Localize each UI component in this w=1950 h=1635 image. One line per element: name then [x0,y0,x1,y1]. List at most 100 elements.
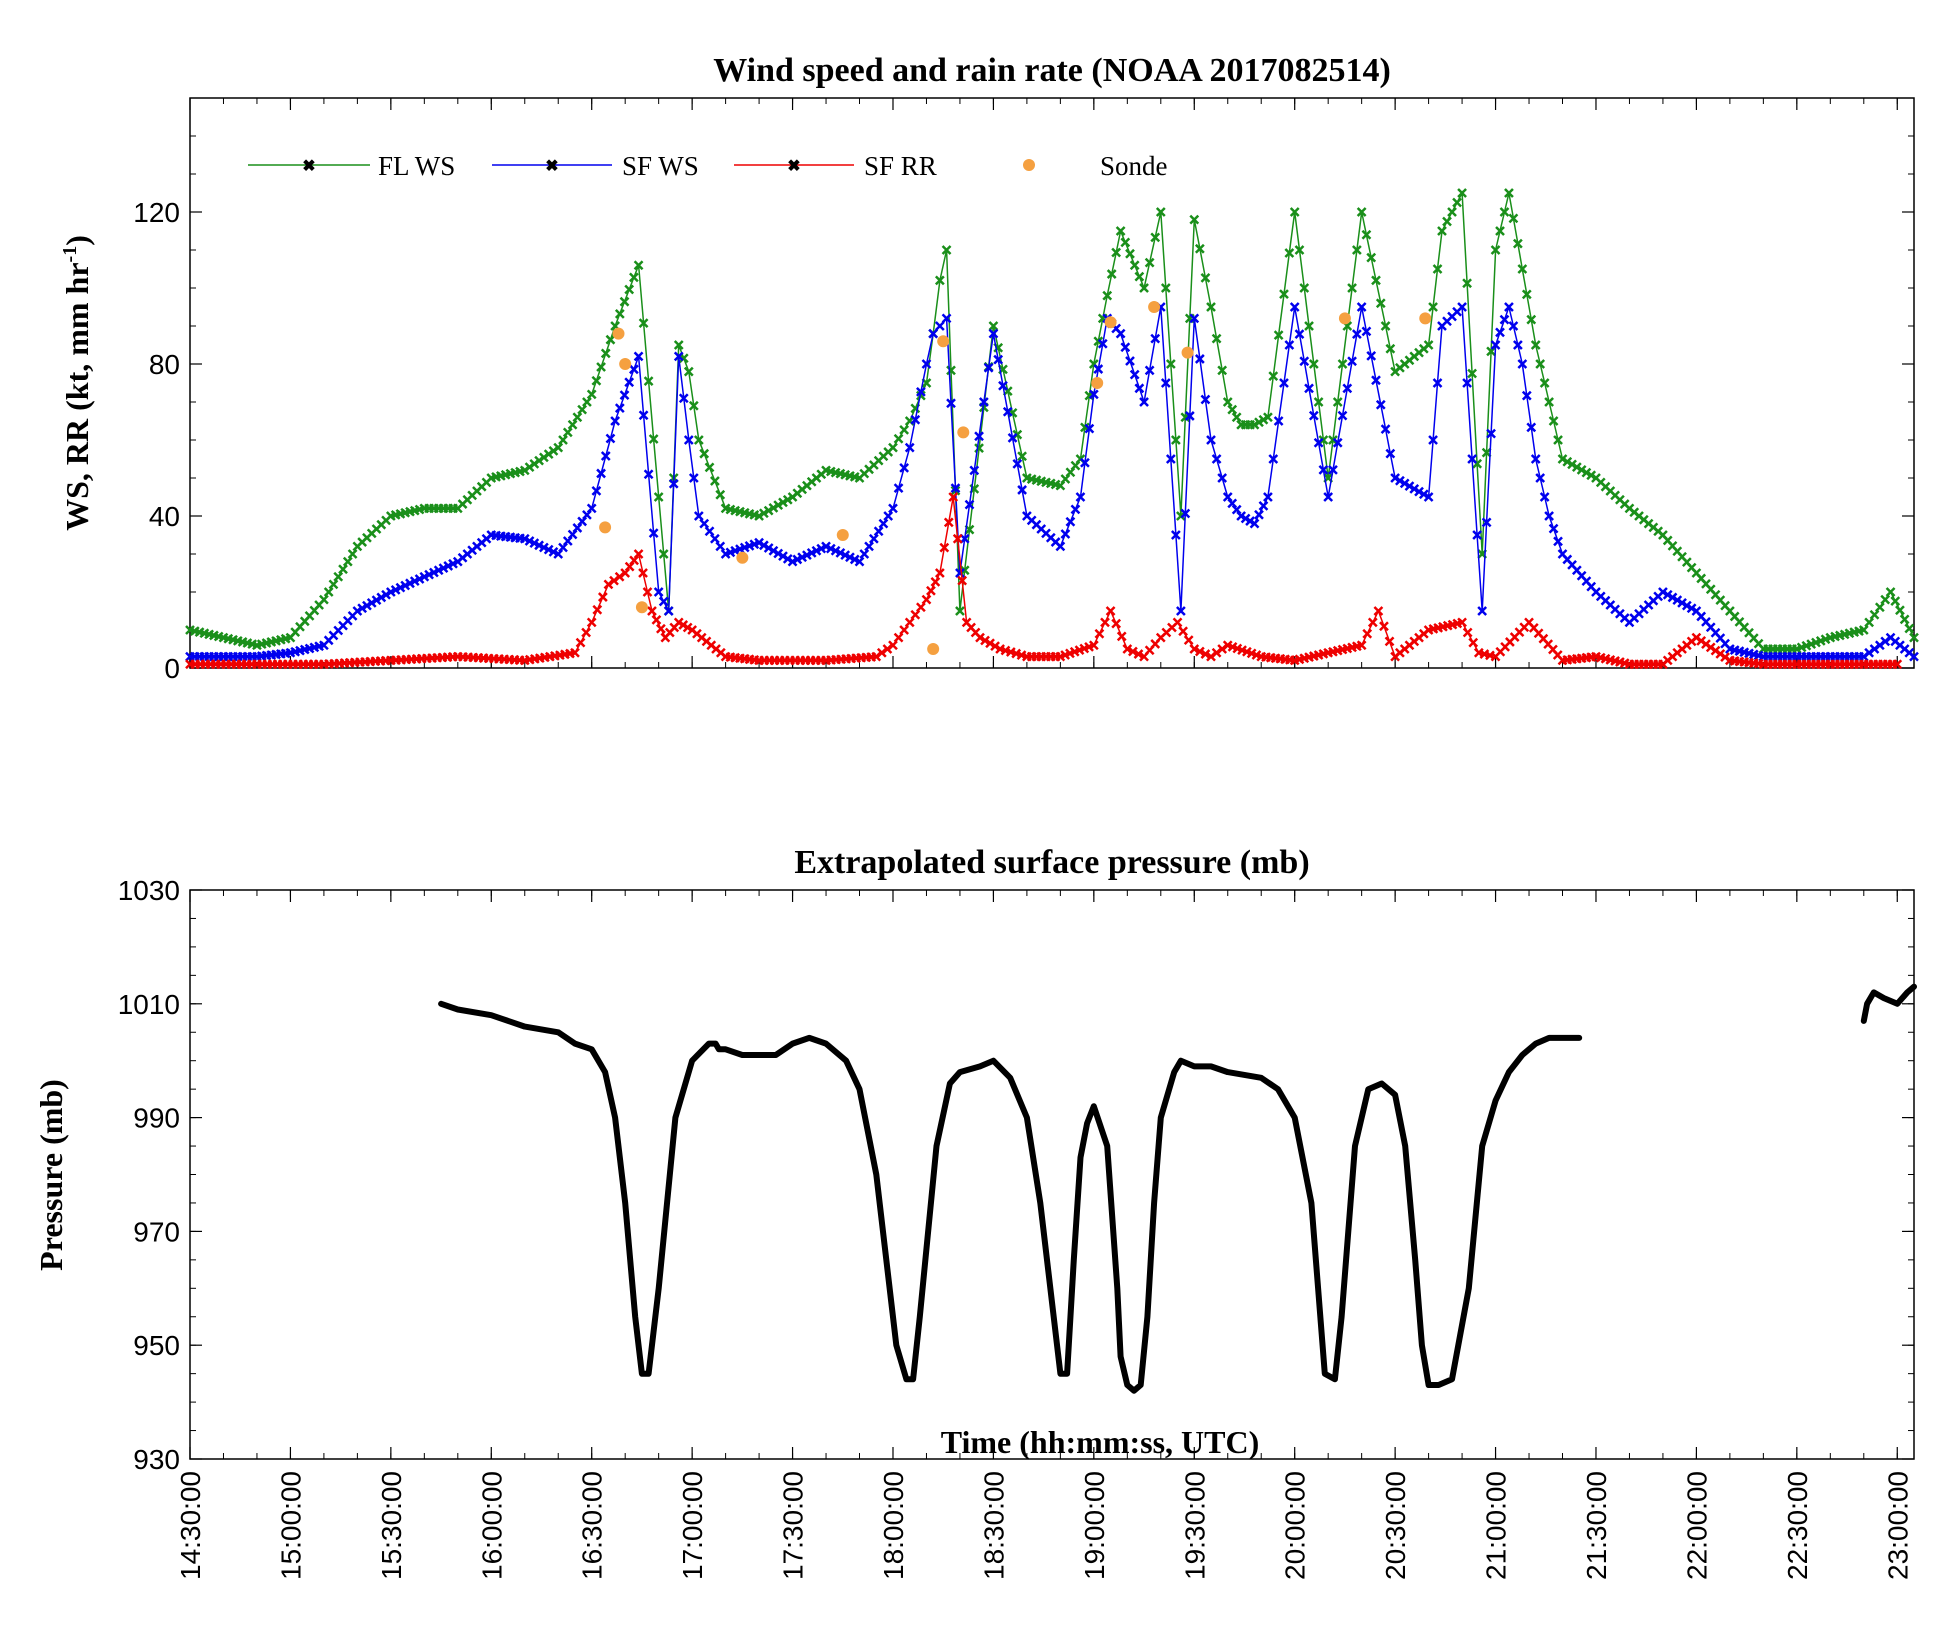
point-sf-ws [878,518,889,529]
x-tick-label: 23:00:00 [1882,1471,1913,1580]
point-fl-ws [1268,371,1279,382]
point-fl-ws [1120,237,1131,248]
point-fl-ws [693,435,704,445]
top-legend: ✖ FL WS ✖ SF WS ✖ SF RR Sonde [248,151,1168,181]
point-sonde [937,335,950,348]
point-sf-rr [624,561,635,572]
point-fl-ws [638,318,649,329]
point-fl-ws [624,284,635,295]
x-tick-label: 22:30:00 [1782,1471,1813,1580]
point-sf-ws [1371,375,1381,386]
point-sf-rr [990,641,1000,652]
point-sf-ws [1672,595,1683,606]
top-y-axis-label-superscript: -1 [59,246,81,263]
point-sf-ws [946,398,956,409]
point-fl-ws [1337,359,1348,369]
point-sf-ws [1184,411,1195,421]
point-sf-ws [1065,516,1076,527]
point-sf-rr [904,617,915,628]
point-fl-ws [1189,214,1200,225]
point-fl-ws [1548,416,1559,426]
point-sf-ws [1526,422,1537,433]
x-tick-label: 21:30:00 [1581,1471,1612,1580]
point-sf-ws [1409,483,1420,494]
point-sf-ws [1385,448,1396,459]
point-fl-ws [941,245,952,255]
point-fl-ws [1299,283,1310,293]
point-fl-ws [328,579,339,590]
point-fl-ws [1366,252,1377,263]
top-y-axis-label-main: WS, RR (kt, mm hr [59,262,95,530]
point-sf-ws [1115,328,1126,339]
top-plot-frame [189,97,1915,669]
point-fl-ws [1139,283,1149,293]
point-fl-ws [1227,404,1238,415]
point-sf-ws [610,416,621,426]
point-sf-ws [1002,406,1013,417]
point-fl-ws [1125,248,1135,259]
point-sf-rr [871,651,882,662]
point-sf-ws [1299,356,1310,367]
point-fl-ws [1318,435,1329,445]
point-fl-ws [333,571,344,582]
point-sf-rr [876,647,887,658]
point-sf-ws [1535,473,1546,483]
top-series-group [185,188,1919,670]
point-fl-ws [1356,207,1367,217]
point-sonde [1148,301,1161,313]
point-sf-ws [1304,383,1314,394]
point-fl-ws [715,489,726,500]
x-tick-label: 17:00:00 [677,1471,708,1580]
point-sonde [599,521,612,534]
x-tick-label: 14:30:00 [175,1471,206,1580]
point-fl-ws [1499,207,1510,217]
point-fl-ws [582,397,592,407]
point-sf-rr [1384,636,1395,647]
point-sf-ws [1284,340,1295,350]
point-fl-ws [955,606,965,616]
point-sf-ws [1521,390,1532,401]
point-fl-ws [1535,359,1546,369]
point-sf-ws [1222,492,1233,502]
point-fl-ws [778,497,788,508]
point-sf-ws [668,478,679,489]
point-sf-rr [1178,626,1188,637]
point-fl-ws [1200,272,1211,283]
point-sf-rr [985,638,995,649]
point-fl-ws [323,587,334,597]
point-sf-ws [1258,500,1269,511]
point-fl-ws [653,492,664,502]
point-sf-ws [1323,492,1334,502]
point-fl-ws [1521,289,1532,300]
point-fl-ws [1385,343,1396,354]
point-sf-rr [614,571,625,582]
point-sf-rr [926,585,936,596]
point-sf-ws [1356,302,1367,312]
point-fl-ws [338,564,348,575]
point-fl-ws [605,334,616,345]
point-sf-rr [647,606,657,616]
point-sf-rr [1468,637,1479,648]
point-sf-ws [1472,530,1483,540]
point-sf-rr [656,623,666,634]
point-sf-ws [859,549,870,559]
top-y-axis-label: WS, RR (kt, mm hr-1) [59,235,95,531]
point-sf-ws [1294,329,1305,340]
point-sonde [1181,346,1194,359]
point-fl-ws [658,549,669,559]
point-fl-ws [1885,587,1896,597]
point-fl-ws [1442,216,1452,227]
legend-label-sonde: Sonde [1100,151,1168,181]
point-fl-ws [1544,397,1554,407]
x-tick-label: 15:00:00 [275,1471,306,1580]
point-fl-ws [1909,632,1919,643]
point-sf-ws [1097,338,1108,349]
point-sf-rr [570,647,580,658]
point-fl-ws [1490,245,1501,255]
point-sf-ws [1313,437,1324,448]
point-sf-ws [371,595,382,606]
point-fl-ws [600,348,611,359]
point-sf-ws [1667,592,1678,603]
point-fl-ws [1447,207,1457,217]
point-sf-ws [921,359,932,369]
